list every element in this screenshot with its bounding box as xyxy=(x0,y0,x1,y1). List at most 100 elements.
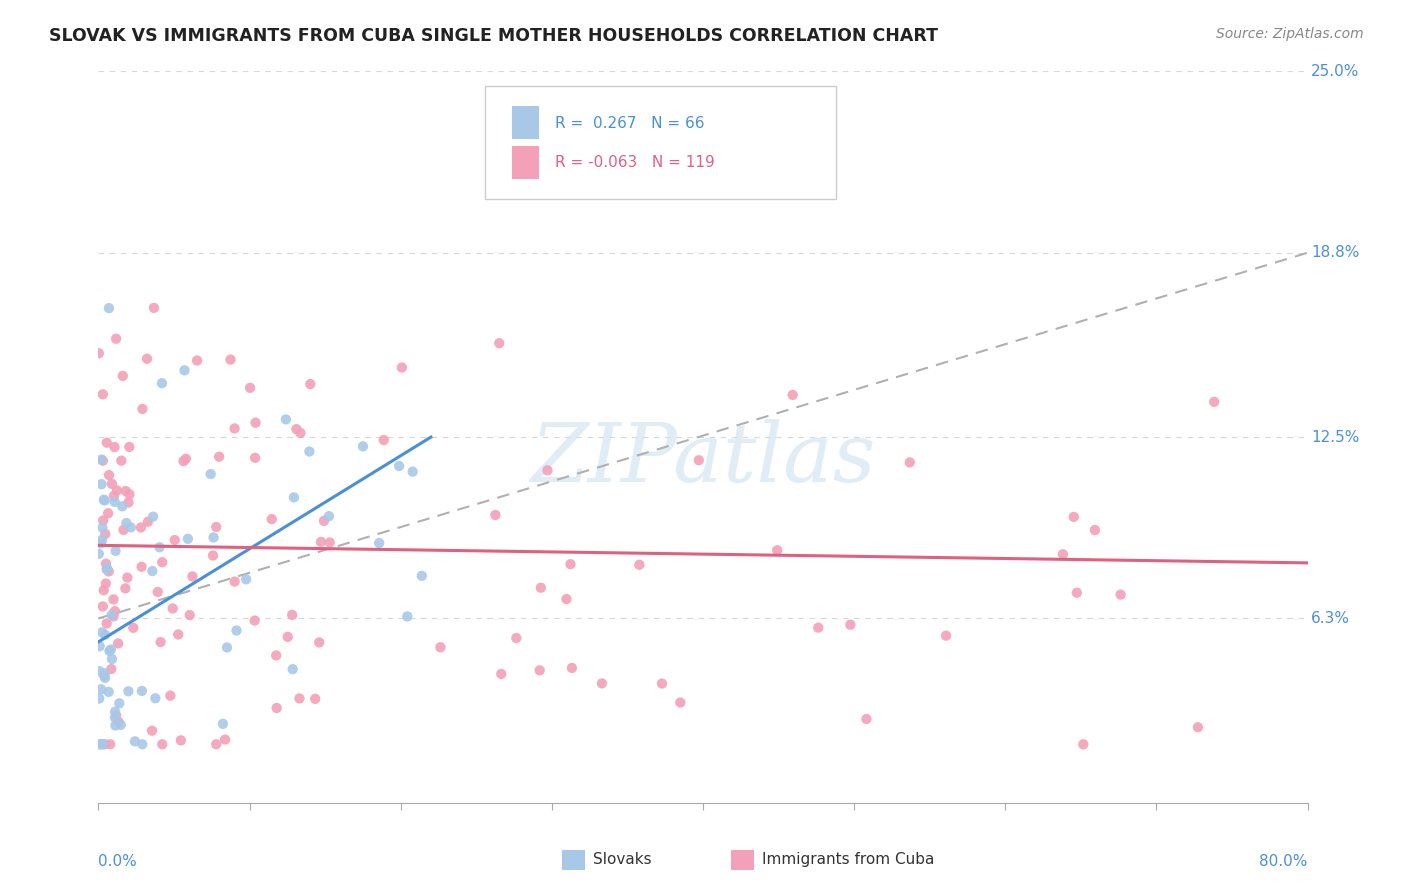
Point xyxy=(90,737,112,751)
Point xyxy=(150,376,173,391)
Point xyxy=(94,628,117,642)
Point xyxy=(91,533,114,547)
Point xyxy=(225,624,247,638)
Point xyxy=(104,543,127,558)
Text: Source: ZipAtlas.com: Source: ZipAtlas.com xyxy=(1216,27,1364,41)
Point xyxy=(1204,395,1226,409)
Point xyxy=(163,533,186,547)
Point xyxy=(110,453,132,467)
Point xyxy=(115,516,138,530)
Point xyxy=(103,609,125,624)
Point xyxy=(484,508,506,522)
Point xyxy=(104,604,127,618)
Text: ZIPatlas: ZIPatlas xyxy=(530,419,876,499)
Point xyxy=(122,621,145,635)
Point xyxy=(131,737,153,751)
Point xyxy=(179,608,201,623)
Point xyxy=(352,439,374,453)
Point xyxy=(104,495,127,509)
Point xyxy=(136,515,159,529)
Point xyxy=(150,737,173,751)
Point xyxy=(97,565,120,579)
Point xyxy=(131,684,153,698)
Point xyxy=(87,346,110,360)
FancyBboxPatch shape xyxy=(485,86,837,200)
Point xyxy=(239,381,262,395)
Point xyxy=(309,534,332,549)
Point xyxy=(94,557,117,571)
Point xyxy=(205,520,228,534)
Point xyxy=(91,454,114,468)
Text: 6.3%: 6.3% xyxy=(1312,611,1350,626)
Point xyxy=(373,433,395,447)
Point xyxy=(141,723,163,738)
Point xyxy=(319,535,342,549)
Point xyxy=(1073,737,1095,751)
Point xyxy=(105,708,128,723)
Point xyxy=(94,527,117,541)
Point xyxy=(98,644,121,658)
Point xyxy=(308,635,330,649)
Point xyxy=(89,639,111,653)
Point xyxy=(807,621,830,635)
Point xyxy=(288,691,311,706)
Point xyxy=(243,450,266,465)
Point xyxy=(101,476,124,491)
Text: R = -0.063   N = 119: R = -0.063 N = 119 xyxy=(555,155,716,170)
Point xyxy=(224,421,246,435)
Point xyxy=(91,387,114,401)
Text: 25.0%: 25.0% xyxy=(1312,64,1360,78)
Point xyxy=(224,574,246,589)
Point xyxy=(591,676,613,690)
Point xyxy=(90,682,112,697)
Point xyxy=(1063,510,1085,524)
Point xyxy=(555,592,578,607)
Point xyxy=(177,532,200,546)
Bar xyxy=(512,146,538,179)
Text: 12.5%: 12.5% xyxy=(1312,430,1360,444)
Text: 18.8%: 18.8% xyxy=(1312,245,1360,260)
Point xyxy=(1187,720,1209,734)
Point xyxy=(100,608,122,623)
Point xyxy=(200,467,222,481)
Point xyxy=(97,301,120,315)
Point xyxy=(318,509,340,524)
Point xyxy=(96,616,118,631)
Point xyxy=(118,440,141,454)
Point xyxy=(1066,585,1088,599)
Point xyxy=(110,718,132,732)
Point xyxy=(96,435,118,450)
Point xyxy=(124,734,146,748)
Point xyxy=(145,691,167,706)
Point xyxy=(120,520,142,534)
Point xyxy=(117,684,139,698)
Point xyxy=(1052,547,1074,561)
Point xyxy=(561,661,583,675)
Point xyxy=(219,352,242,367)
Point xyxy=(94,737,117,751)
Point xyxy=(766,543,789,558)
Point xyxy=(90,536,112,550)
Point xyxy=(401,465,423,479)
Point xyxy=(107,714,129,729)
Point xyxy=(104,705,127,719)
Text: R =  0.267   N = 66: R = 0.267 N = 66 xyxy=(555,116,704,131)
Bar xyxy=(512,106,538,139)
Point xyxy=(243,614,266,628)
Text: Slovaks: Slovaks xyxy=(593,853,652,867)
Point xyxy=(688,453,710,467)
Point xyxy=(93,492,115,507)
Point xyxy=(651,676,673,690)
Point xyxy=(536,463,558,477)
Point xyxy=(304,691,326,706)
Point xyxy=(93,493,115,508)
Point xyxy=(91,521,114,535)
Point xyxy=(170,733,193,747)
Point xyxy=(104,711,127,725)
Point xyxy=(105,332,128,346)
Point xyxy=(100,662,122,676)
Point xyxy=(186,353,208,368)
Point xyxy=(285,422,308,436)
Point xyxy=(112,523,135,537)
Point xyxy=(94,576,117,591)
